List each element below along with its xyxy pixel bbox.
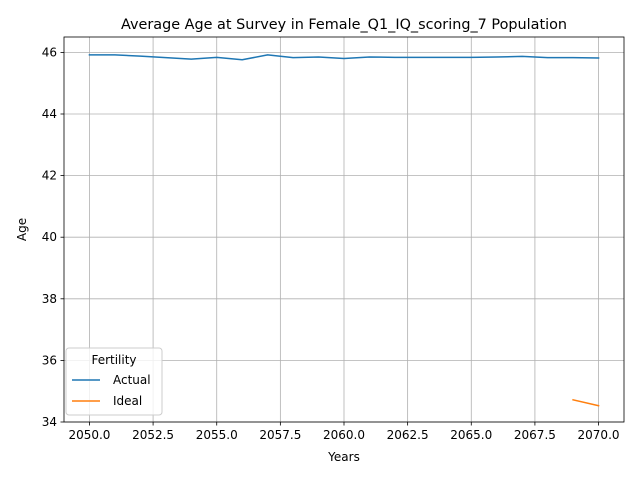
x-tick-label: 2070.0 xyxy=(578,428,620,442)
series-line-actual xyxy=(88,54,600,61)
legend-label-actual: Actual xyxy=(113,373,151,387)
x-tick-label: 2062.5 xyxy=(387,428,429,442)
y-tick-label: 46 xyxy=(42,45,57,59)
x-tick-label: 2065.0 xyxy=(450,428,492,442)
x-axis-label: Years xyxy=(327,450,360,464)
x-tick-label: 2067.5 xyxy=(514,428,556,442)
legend-box xyxy=(65,347,163,416)
series-lines xyxy=(88,54,600,407)
x-tick-label: 2050.0 xyxy=(68,428,110,442)
legend-title: Fertility xyxy=(91,353,136,367)
series-line-ideal xyxy=(572,398,600,407)
x-tick-label: 2057.5 xyxy=(259,428,301,442)
y-axis-label: Age xyxy=(15,218,29,241)
y-tick-label: 36 xyxy=(42,353,57,367)
y-tick-label: 44 xyxy=(42,107,57,121)
legend-label-ideal: Ideal xyxy=(113,394,142,408)
legend-items: Actual Ideal xyxy=(72,373,151,408)
legend: Fertility Actual Ideal xyxy=(65,347,163,416)
x-tick-label: 2060.0 xyxy=(323,428,365,442)
y-tick-label: 34 xyxy=(42,415,57,429)
x-tick-label: 2055.0 xyxy=(196,428,238,442)
y-tick-label: 38 xyxy=(42,292,57,306)
chart-title: Average Age at Survey in Female_Q1_IQ_sc… xyxy=(121,17,567,33)
y-axis-ticks: 34 36 38 40 42 44 46 xyxy=(42,45,64,429)
y-tick-label: 42 xyxy=(42,169,57,183)
y-tick-label: 40 xyxy=(42,230,57,244)
x-tick-label: 2052.5 xyxy=(132,428,174,442)
x-axis-ticks: 2050.0 2052.5 2055.0 2057.5 2060.0 2062.5 2065… xyxy=(68,422,620,442)
